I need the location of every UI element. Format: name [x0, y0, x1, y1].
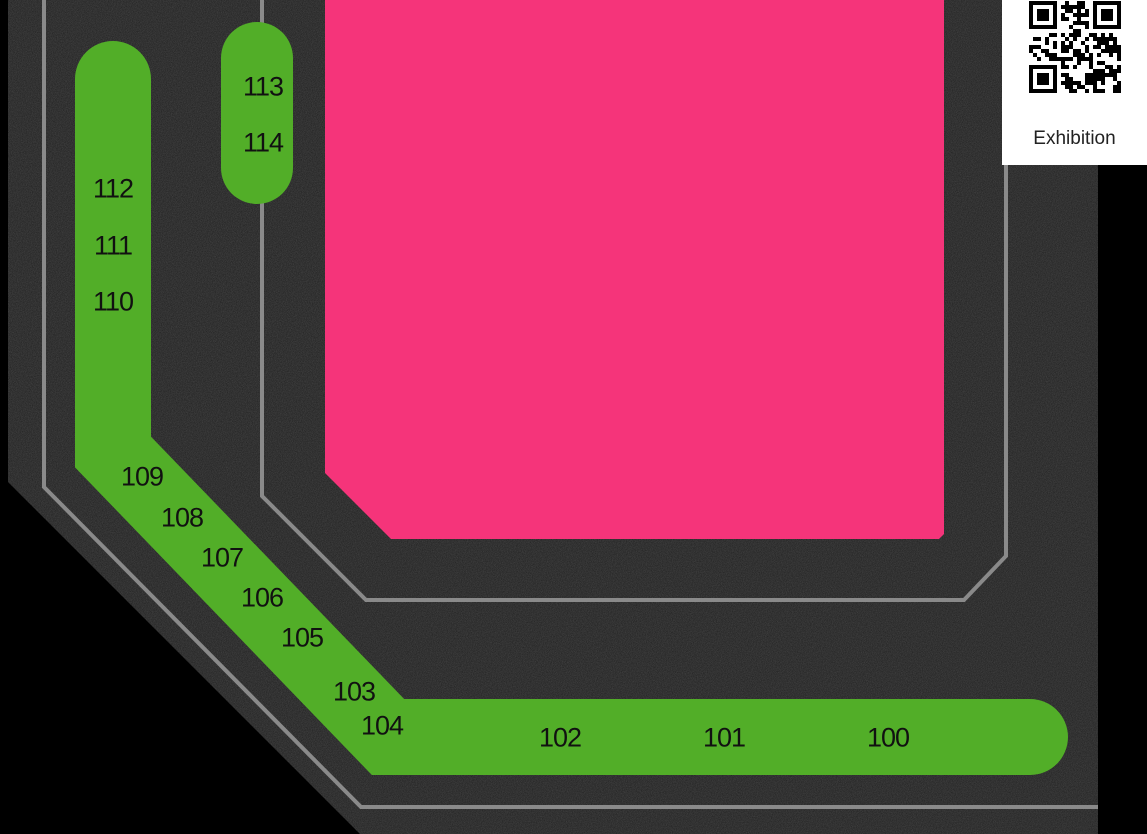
booth-100[interactable]: 100 [866, 722, 910, 753]
aisle-path [75, 41, 1068, 775]
booth-101[interactable]: 101 [702, 722, 746, 753]
booth-109[interactable]: 109 [120, 461, 164, 492]
booth-107[interactable]: 107 [200, 542, 244, 573]
booth-110[interactable]: 110 [92, 286, 134, 317]
booth-pill-113-114[interactable] [221, 22, 293, 204]
booth-108[interactable]: 108 [160, 502, 204, 533]
feature-area[interactable] [325, 0, 944, 539]
booth-111[interactable]: 111 [93, 230, 133, 261]
booth-112[interactable]: 112 [92, 173, 134, 204]
booth-114[interactable]: 114 [242, 127, 284, 158]
outer-wall-outline [42, 0, 1098, 809]
booth-102[interactable]: 102 [538, 722, 582, 753]
booth-104[interactable]: 104 [360, 710, 404, 741]
qr-panel[interactable]: Exhibition [1002, 0, 1147, 165]
booth-105[interactable]: 105 [280, 622, 324, 653]
inner-zone-outline [260, 0, 1008, 602]
booth-106[interactable]: 106 [240, 582, 284, 613]
qr-code-icon[interactable] [1028, 0, 1122, 124]
qr-caption: Exhibition [1033, 128, 1116, 149]
booth-113[interactable]: 113 [242, 71, 284, 102]
booth-103[interactable]: 103 [332, 676, 376, 707]
